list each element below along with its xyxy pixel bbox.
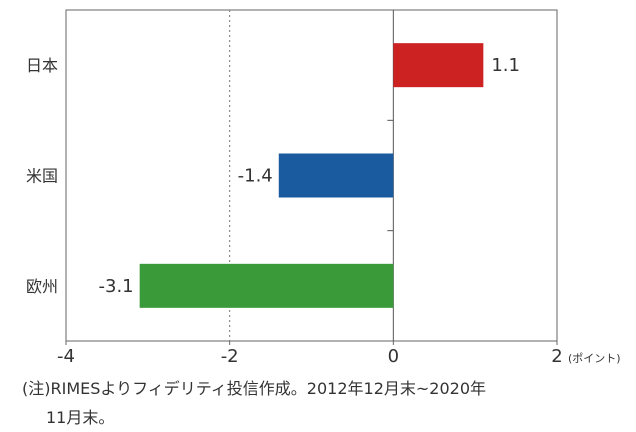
- footnote: (注)RIMESよりフィデリティ投信作成。2012年12月末~2020年 11月…: [22, 374, 632, 432]
- x-tick-label: 0: [388, 346, 399, 367]
- x-tick-label: -2: [221, 346, 239, 367]
- category-label: 日本: [26, 56, 58, 75]
- bar-value-label: -3.1: [99, 276, 134, 297]
- bar-value-label: -1.4: [238, 166, 273, 187]
- category-label: 欧州: [26, 277, 58, 296]
- x-tick-label: 2: [551, 346, 562, 367]
- bar-2: [278, 153, 394, 198]
- footnote-line-1: (注)RIMESよりフィデリティ投信作成。2012年12月末~2020年: [22, 379, 486, 398]
- bar-value-label: 1.1: [491, 55, 520, 76]
- bar-1: [393, 43, 484, 88]
- plot-frame: [65, 9, 558, 342]
- x-tick-label: -4: [57, 346, 75, 367]
- bar-3: [139, 263, 394, 308]
- category-label: 米国: [26, 167, 58, 186]
- footnote-line-2: 11月末。: [46, 408, 115, 427]
- x-unit-label: (ポイント): [568, 352, 621, 365]
